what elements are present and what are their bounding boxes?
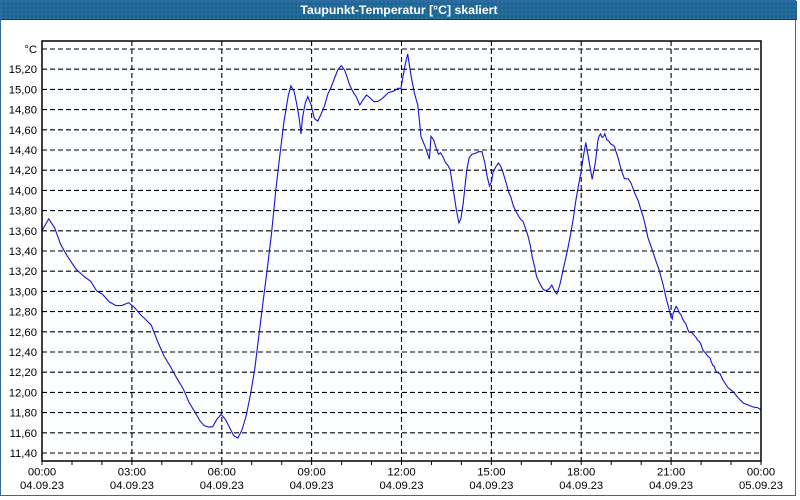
svg-text:04.09.23: 04.09.23 [20,480,64,492]
svg-text:05.09.23: 05.09.23 [739,480,783,492]
svg-text:04.09.23: 04.09.23 [110,480,154,492]
svg-text:04.09.23: 04.09.23 [469,480,513,492]
svg-text:15,00: 15,00 [9,84,37,96]
svg-text:15,20: 15,20 [9,64,37,76]
svg-text:11,80: 11,80 [10,408,37,420]
svg-text:14,40: 14,40 [9,145,37,157]
svg-text:14,60: 14,60 [9,125,37,137]
svg-text:14,80: 14,80 [9,105,37,117]
svg-text:00:00: 00:00 [28,467,56,479]
svg-text:11,40: 11,40 [10,448,37,460]
svg-text:04.09.23: 04.09.23 [200,480,244,492]
svg-text:12,40: 12,40 [9,347,37,359]
svg-text:21:00: 21:00 [657,467,685,479]
svg-text:°C: °C [24,44,37,56]
svg-text:04.09.23: 04.09.23 [380,480,424,492]
svg-text:14,00: 14,00 [9,185,37,197]
svg-text:15:00: 15:00 [477,467,505,479]
svg-text:13,20: 13,20 [9,266,37,278]
svg-text:12,00: 12,00 [9,387,37,399]
svg-text:13,40: 13,40 [9,246,37,258]
svg-text:00:00: 00:00 [747,467,775,479]
svg-text:18:00: 18:00 [567,467,595,479]
svg-text:09:00: 09:00 [297,467,325,479]
svg-text:13,80: 13,80 [9,206,37,218]
svg-text:04.09.23: 04.09.23 [290,480,334,492]
svg-text:13,00: 13,00 [9,286,37,298]
svg-text:13,60: 13,60 [9,226,37,238]
svg-text:04.09.23: 04.09.23 [649,480,693,492]
svg-text:11,60: 11,60 [10,428,37,440]
svg-text:06:00: 06:00 [208,467,236,479]
svg-text:12:00: 12:00 [387,467,415,479]
svg-text:04.09.23: 04.09.23 [559,480,603,492]
svg-text:12,20: 12,20 [9,367,37,379]
svg-text:14,20: 14,20 [9,165,37,177]
svg-text:03:00: 03:00 [118,467,146,479]
svg-text:12,80: 12,80 [9,307,37,319]
svg-text:12,60: 12,60 [9,327,37,339]
